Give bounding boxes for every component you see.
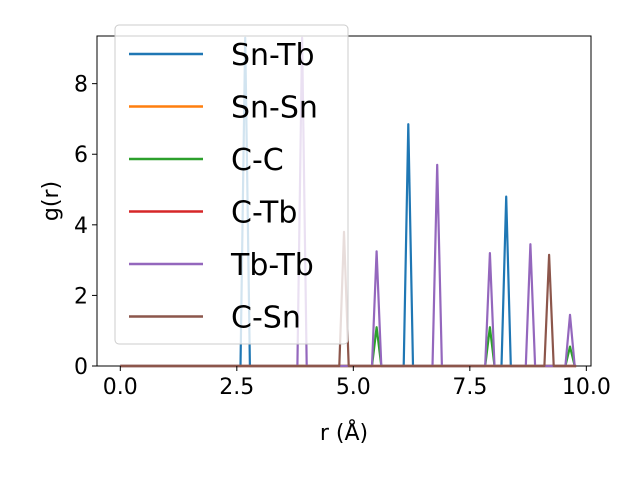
legend-entries: Sn-Tb Sn-Sn C-C C-Tb Tb-Tb C-Sn [129, 38, 318, 336]
series-line-c-c [120, 326, 577, 368]
x-axis-ticks: 0.0 2.5 5.0 7.5 10.0 [103, 366, 611, 400]
legend-entry: Sn-Sn [129, 91, 318, 126]
x-tick-label: 0.0 [103, 375, 138, 400]
y-tick-label: 8 [74, 73, 88, 98]
legend-label: C-Sn [231, 301, 301, 336]
legend: Sn-Tb Sn-Sn C-C C-Tb Tb-Tb C-Sn [114, 24, 349, 345]
legend-label: Tb-Tb [230, 248, 314, 283]
legend-entry: Tb-Tb [129, 248, 314, 283]
legend-label: Sn-Tb [231, 38, 315, 73]
x-tick-label: 2.5 [219, 375, 254, 400]
y-axis-ticks: 0 2 4 6 8 [74, 73, 97, 380]
y-tick-label: 2 [74, 284, 88, 309]
x-tick-label: 5.0 [336, 375, 371, 400]
legend-entry: C-Sn [129, 301, 301, 336]
legend-label: Sn-Sn [231, 91, 318, 126]
legend-label: C-Tb [231, 196, 297, 231]
x-tick-label: 7.5 [452, 375, 487, 400]
y-tick-label: 6 [74, 143, 88, 168]
legend-entry: C-Tb [129, 196, 297, 231]
y-tick-label: 0 [74, 355, 88, 380]
legend-entry: C-C [129, 143, 284, 178]
x-axis-label: r (Å) [320, 419, 368, 446]
x-tick-label: 10.0 [562, 375, 611, 400]
legend-entry: Sn-Tb [129, 38, 315, 73]
legend-label: C-C [231, 143, 284, 178]
y-axis-label: g(r) [39, 181, 64, 221]
y-tick-label: 4 [74, 214, 88, 239]
